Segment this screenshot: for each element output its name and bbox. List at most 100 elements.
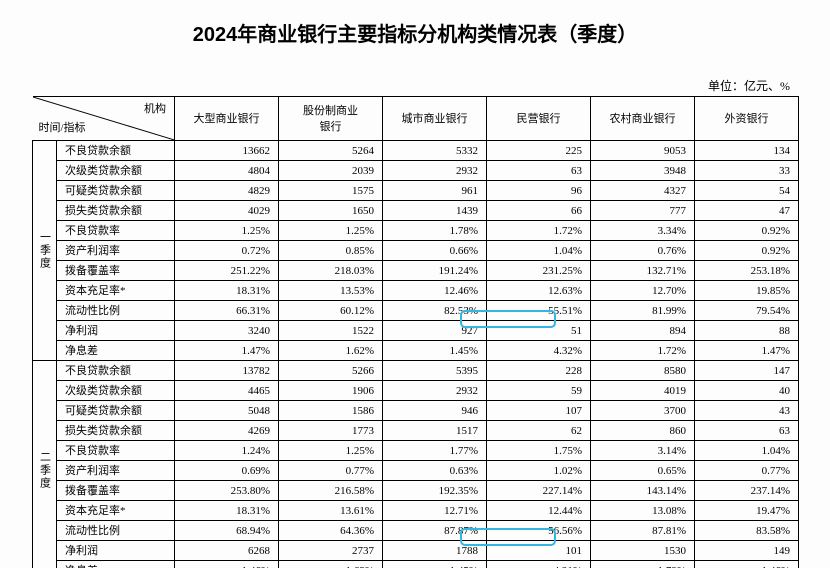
data-cell: 4804 (175, 161, 279, 181)
data-cell: 1.45% (383, 561, 487, 568)
data-cell: 3240 (175, 321, 279, 341)
data-cell: 60.12% (279, 301, 383, 321)
indicator-label: 不良贷款余额 (57, 361, 175, 381)
indicator-label: 拨备覆盖率 (57, 481, 175, 501)
indicator-label: 净利润 (57, 321, 175, 341)
data-cell: 1.46% (175, 561, 279, 568)
data-cell: 19.47% (695, 501, 799, 521)
data-cell: 47 (695, 201, 799, 221)
column-header: 民营银行 (487, 97, 591, 141)
main-table: 机构时间/指标大型商业银行股份制商业银行城市商业银行民营银行农村商业银行外资银行… (32, 96, 799, 568)
data-cell: 55.51% (487, 301, 591, 321)
data-cell: 81.99% (591, 301, 695, 321)
data-cell: 192.35% (383, 481, 487, 501)
data-cell: 64.36% (279, 521, 383, 541)
data-cell: 1.47% (695, 341, 799, 361)
data-cell: 6268 (175, 541, 279, 561)
indicator-label: 不良贷款率 (57, 441, 175, 461)
data-cell: 228 (487, 361, 591, 381)
data-cell: 66 (487, 201, 591, 221)
data-cell: 4.21% (487, 561, 591, 568)
data-cell: 0.63% (383, 461, 487, 481)
data-cell: 132.71% (591, 261, 695, 281)
data-cell: 87.81% (591, 521, 695, 541)
page-title: 2024年商业银行主要指标分机构类情况表（季度） (32, 18, 798, 47)
column-header: 外资银行 (695, 97, 799, 141)
data-cell: 1.46% (695, 561, 799, 568)
data-cell: 0.65% (591, 461, 695, 481)
data-cell: 0.77% (279, 461, 383, 481)
data-cell: 149 (695, 541, 799, 561)
data-cell: 0.92% (695, 221, 799, 241)
data-cell: 8580 (591, 361, 695, 381)
data-cell: 4269 (175, 421, 279, 441)
data-cell: 1773 (279, 421, 383, 441)
data-cell: 251.22% (175, 261, 279, 281)
data-cell: 5264 (279, 141, 383, 161)
data-cell: 5048 (175, 401, 279, 421)
data-cell: 62 (487, 421, 591, 441)
column-header: 城市商业银行 (383, 97, 487, 141)
unit-label: 单位：亿元、% (32, 77, 798, 94)
data-cell: 1.24% (175, 441, 279, 461)
data-cell: 1586 (279, 401, 383, 421)
data-cell: 860 (591, 421, 695, 441)
data-cell: 5266 (279, 361, 383, 381)
data-cell: 1.25% (175, 221, 279, 241)
data-cell: 101 (487, 541, 591, 561)
data-cell: 79.54% (695, 301, 799, 321)
data-cell: 2932 (383, 381, 487, 401)
data-cell: 1.72% (591, 341, 695, 361)
data-cell: 4019 (591, 381, 695, 401)
data-cell: 1.72% (591, 561, 695, 568)
indicator-label: 损失类贷款余额 (57, 201, 175, 221)
header-diagonal-cell: 机构时间/指标 (33, 97, 175, 141)
data-cell: 1650 (279, 201, 383, 221)
column-header: 农村商业银行 (591, 97, 695, 141)
indicator-label: 资产利润率 (57, 461, 175, 481)
data-cell: 12.71% (383, 501, 487, 521)
data-cell: 0.92% (695, 241, 799, 261)
data-cell: 3.34% (591, 221, 695, 241)
data-cell: 231.25% (487, 261, 591, 281)
data-cell: 87.87% (383, 521, 487, 541)
data-cell: 4029 (175, 201, 279, 221)
data-cell: 0.77% (695, 461, 799, 481)
data-cell: 4465 (175, 381, 279, 401)
data-cell: 40 (695, 381, 799, 401)
data-cell: 13782 (175, 361, 279, 381)
data-cell: 107 (487, 401, 591, 421)
data-cell: 253.80% (175, 481, 279, 501)
data-cell: 253.18% (695, 261, 799, 281)
indicator-label: 净利润 (57, 541, 175, 561)
indicator-label: 可疑类贷款余额 (57, 181, 175, 201)
data-cell: 1530 (591, 541, 695, 561)
data-cell: 1.04% (695, 441, 799, 461)
data-cell: 18.31% (175, 501, 279, 521)
data-cell: 134 (695, 141, 799, 161)
data-cell: 5395 (383, 361, 487, 381)
data-cell: 56.56% (487, 521, 591, 541)
data-cell: 237.14% (695, 481, 799, 501)
data-cell: 13.08% (591, 501, 695, 521)
data-cell: 1.25% (279, 441, 383, 461)
data-cell: 777 (591, 201, 695, 221)
data-cell: 4327 (591, 181, 695, 201)
data-cell: 143.14% (591, 481, 695, 501)
indicator-label: 不良贷款余额 (57, 141, 175, 161)
data-cell: 68.94% (175, 521, 279, 541)
data-cell: 0.66% (383, 241, 487, 261)
data-cell: 2932 (383, 161, 487, 181)
data-cell: 51 (487, 321, 591, 341)
data-cell: 961 (383, 181, 487, 201)
indicator-label: 资产利润率 (57, 241, 175, 261)
header-idx-label: 时间/指标 (39, 120, 86, 136)
data-cell: 88 (695, 321, 799, 341)
data-cell: 894 (591, 321, 695, 341)
indicator-label: 资本充足率* (57, 501, 175, 521)
indicator-label: 资本充足率* (57, 281, 175, 301)
data-cell: 9053 (591, 141, 695, 161)
data-cell: 147 (695, 361, 799, 381)
data-cell: 1439 (383, 201, 487, 221)
data-cell: 33 (695, 161, 799, 181)
